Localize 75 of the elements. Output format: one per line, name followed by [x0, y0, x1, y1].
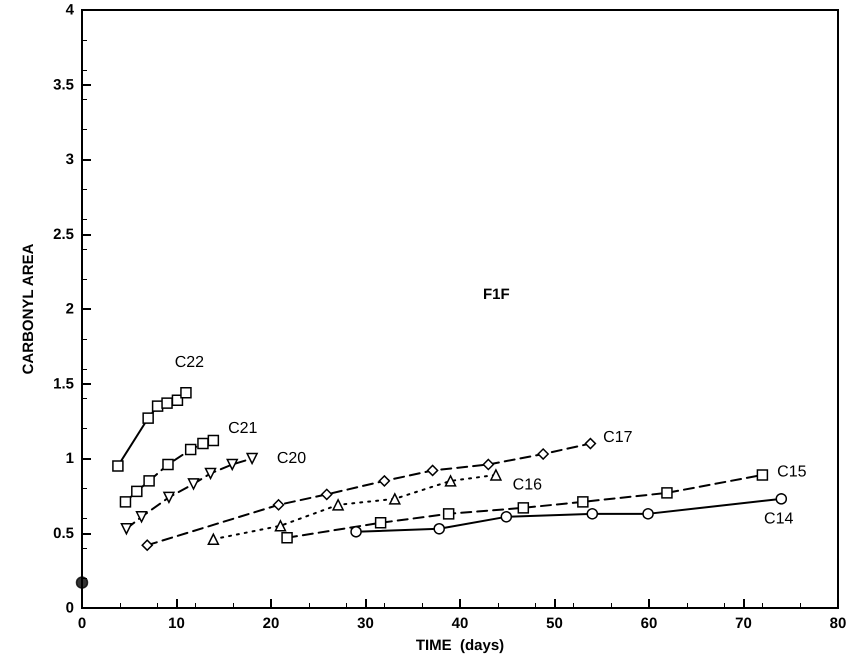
- point: [577, 496, 589, 508]
- text: F1F: [483, 286, 510, 303]
- point: [442, 508, 454, 520]
- point: [246, 452, 258, 464]
- point: [756, 469, 768, 481]
- series-label: C21: [228, 420, 258, 438]
- point: [226, 458, 238, 470]
- point: [776, 493, 788, 505]
- point: [274, 520, 286, 532]
- series-label: C14: [764, 510, 794, 528]
- y-tick-label: 3.5: [53, 76, 74, 94]
- x-tick-label: 60: [640, 615, 658, 632]
- point: [426, 464, 438, 476]
- point: [321, 488, 333, 500]
- point: [208, 533, 220, 545]
- point: [120, 523, 132, 535]
- y-tick-label: 2.5: [53, 226, 74, 243]
- point: [350, 526, 362, 538]
- point: [482, 458, 494, 470]
- x-axis-title: TIME (days): [416, 637, 504, 654]
- point: [120, 496, 132, 508]
- point: [143, 475, 155, 487]
- series-label: C15: [777, 463, 807, 480]
- point: [163, 492, 175, 504]
- point: [208, 434, 220, 446]
- x-tick-label: 20: [262, 615, 280, 632]
- x-tick-label: 80: [830, 615, 846, 632]
- point: [131, 486, 143, 498]
- x-tick-label: 10: [168, 615, 185, 632]
- point: [374, 517, 386, 529]
- point: [332, 499, 344, 511]
- point: [490, 469, 502, 481]
- x-tick-label: 50: [546, 615, 563, 632]
- y-axis-title: CARBONYL AREA: [20, 243, 37, 374]
- x-tick-label: 70: [735, 615, 752, 632]
- point: [586, 508, 598, 520]
- point: [136, 511, 148, 523]
- y-tick-label: 0: [66, 600, 74, 616]
- x-tick-label: 0: [78, 615, 86, 632]
- series-label: C22: [174, 354, 204, 372]
- y-tick-label: 1.5: [53, 375, 74, 392]
- x-tick-label: 40: [452, 615, 468, 632]
- point: [188, 478, 200, 490]
- x-tick-label: 30: [357, 615, 374, 632]
- point: [180, 386, 192, 398]
- point: [162, 458, 174, 470]
- point: [112, 460, 124, 472]
- series-label: C16: [512, 476, 542, 494]
- point: [433, 523, 445, 535]
- point: [197, 438, 209, 450]
- point: [204, 468, 216, 480]
- point: [378, 475, 390, 487]
- point: [161, 397, 173, 409]
- y-tick-label: 0.5: [53, 524, 74, 542]
- point: [142, 412, 154, 424]
- point: [518, 502, 530, 514]
- point: [184, 444, 196, 456]
- y-tick-label: 4: [66, 2, 75, 18]
- point: [537, 448, 549, 460]
- point: [281, 532, 293, 544]
- point: [272, 499, 284, 511]
- point: [500, 511, 512, 523]
- y-tick-label: 2: [66, 300, 74, 318]
- point: [661, 487, 673, 499]
- point: [76, 576, 88, 589]
- point: [584, 438, 596, 450]
- y-tick-label: 3: [66, 151, 74, 168]
- point: [642, 508, 654, 520]
- point: [172, 394, 184, 406]
- series-label: C17: [603, 429, 633, 446]
- point: [141, 539, 153, 551]
- point: [444, 475, 456, 487]
- y-tick-label: 1: [66, 450, 74, 467]
- series-label: C20: [276, 450, 306, 467]
- point: [389, 493, 401, 505]
